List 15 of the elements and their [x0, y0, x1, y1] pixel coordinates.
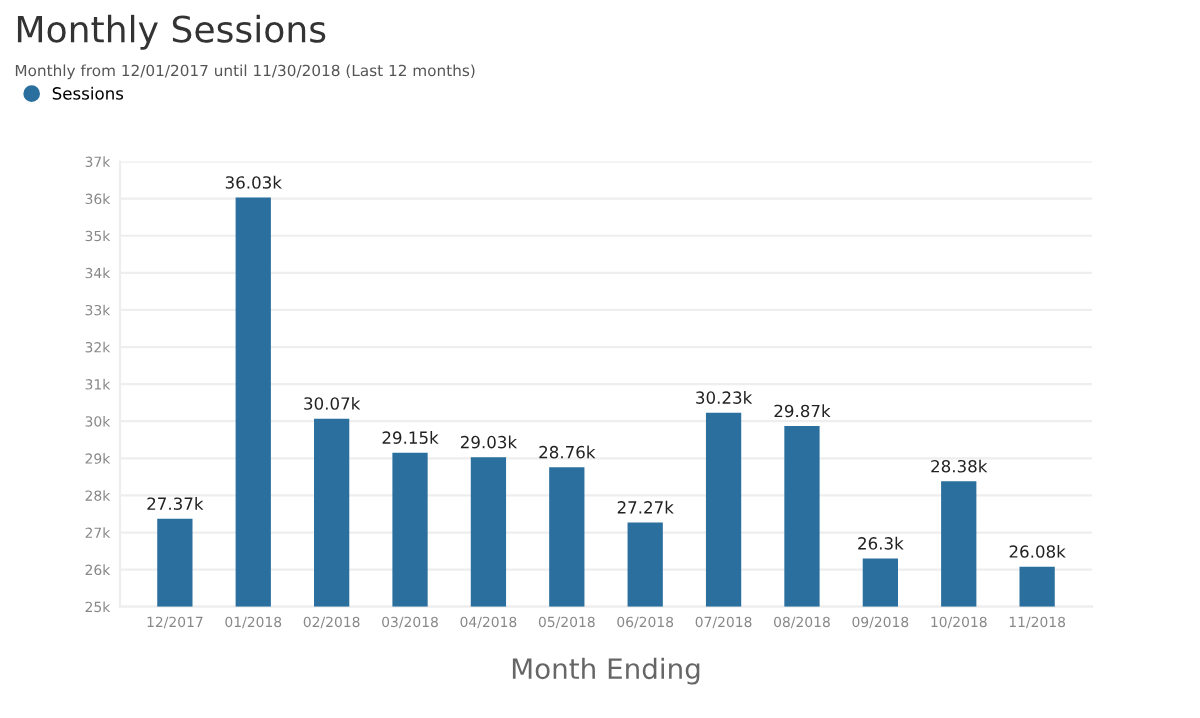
data-label: 36.03k — [225, 175, 282, 189]
x-axis-title: Month Ending — [512, 657, 700, 685]
data-label: 29.03k — [460, 435, 518, 449]
data-label: 28.76k — [539, 445, 596, 459]
data-label: 30.23k — [696, 391, 753, 404]
data-label: 27.27k — [617, 500, 674, 514]
data-label: 27.37k — [147, 497, 204, 511]
legend-label: Sessions — [52, 86, 124, 100]
data-label: 29.87k — [774, 404, 831, 418]
data-label: 26.3k — [858, 536, 904, 550]
data-label: 26.08k — [1009, 544, 1066, 558]
data-label: 30.07k — [304, 396, 361, 410]
chart-title: Monthly Sessions — [17, 14, 326, 50]
data-label: 29.15k — [382, 431, 439, 444]
data-label: 28.38k — [931, 459, 988, 473]
